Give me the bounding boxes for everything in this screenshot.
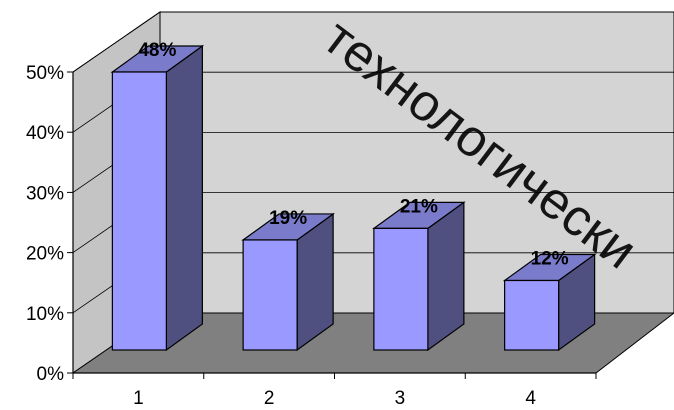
bar-front — [111, 71, 167, 351]
data-label: 21% — [400, 196, 438, 217]
bars — [110, 44, 597, 352]
x-tick-label: 3 — [395, 388, 406, 409]
bar-front — [373, 227, 429, 351]
y-tick-labels: 0% 10% 20% 30% 40% 50% — [26, 63, 73, 385]
x-tick-label: 2 — [264, 388, 275, 409]
data-label: 12% — [531, 249, 569, 270]
y-tick-label: 30% — [26, 183, 64, 204]
bar-front — [242, 239, 298, 351]
y-tick-label: 0% — [37, 364, 65, 385]
bar — [372, 201, 466, 352]
bar — [241, 212, 335, 352]
bar-front — [504, 279, 560, 351]
x-tick-label: 1 — [133, 388, 144, 409]
x-tick-labels: 1 2 3 4 — [72, 373, 597, 409]
y-tick-label: 50% — [26, 63, 64, 84]
y-tick-label: 10% — [26, 304, 64, 325]
data-label: 19% — [269, 208, 307, 229]
y-tick-label: 20% — [26, 244, 64, 265]
bar-side — [165, 44, 203, 352]
bar — [502, 253, 597, 352]
y-tick-label: 40% — [26, 123, 64, 144]
x-tick-label: 4 — [525, 388, 536, 409]
gridline — [72, 11, 674, 73]
bar — [110, 44, 205, 352]
data-labels: 48% 19% 21% 12% — [138, 40, 568, 270]
data-label: 48% — [138, 40, 176, 61]
